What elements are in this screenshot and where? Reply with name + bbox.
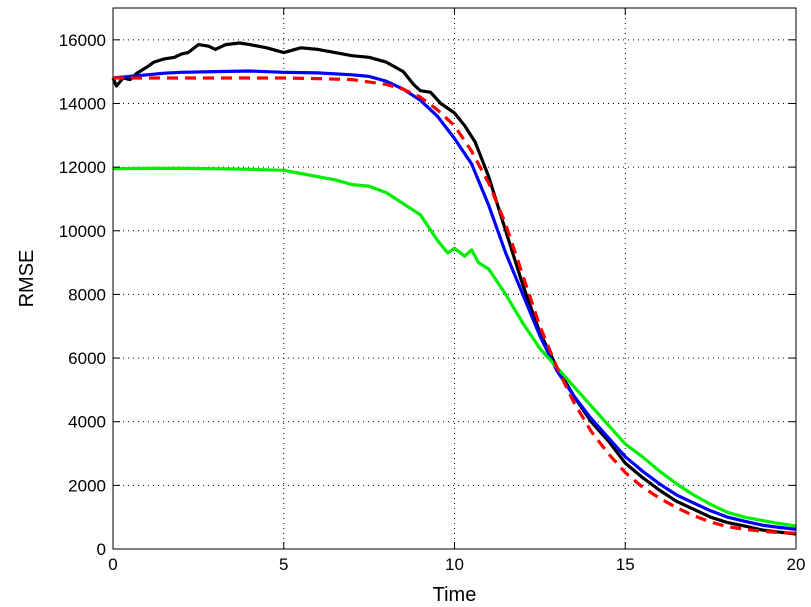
series-line-2 — [112, 166, 797, 528]
x-tick-label: 0 — [108, 555, 117, 574]
y-tick-label: 4000 — [68, 413, 106, 432]
y-tick-label: 0 — [97, 540, 106, 559]
y-tick-label: 16000 — [59, 31, 106, 50]
x-tick-label: 5 — [279, 555, 288, 574]
y-tick-label: 10000 — [59, 222, 106, 241]
y-tick-labels: 0 2000 4000 6000 8000 10000 12000 14000 16000 — [59, 31, 106, 559]
series-line-3 — [113, 76, 797, 535]
series-line-1 — [112, 69, 797, 531]
x-tick-labels: 0 5 10 15 20 — [108, 555, 805, 574]
y-tick-label: 12000 — [59, 158, 106, 177]
y-tick-label: 2000 — [68, 476, 106, 495]
series-line-0 — [111, 41, 797, 536]
x-tick-label: 15 — [616, 555, 635, 574]
axis-ticks — [112, 8, 797, 550]
x-tick-label: 10 — [445, 555, 464, 574]
x-tick-label: 20 — [787, 555, 806, 574]
y-axis-label: RMSE — [16, 250, 38, 308]
x-axis-label: Time — [433, 584, 477, 606]
y-tick-label: 8000 — [68, 285, 106, 304]
y-tick-label: 14000 — [59, 94, 106, 113]
series-layer — [111, 41, 797, 536]
y-tick-label: 6000 — [68, 349, 106, 368]
grid — [113, 8, 796, 549]
